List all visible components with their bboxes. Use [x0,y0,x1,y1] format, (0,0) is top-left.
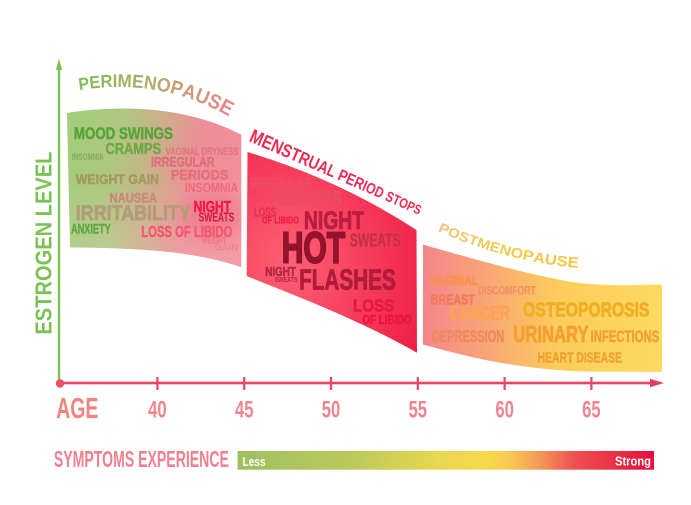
svg-text:S: S [556,253,569,270]
svg-text:E: E [88,72,101,93]
svg-text:O: O [155,74,173,97]
svg-text:VAGINAL: VAGINAL [430,273,479,288]
svg-text:N: N [142,72,158,95]
svg-text:S: S [457,228,472,246]
svg-text:LOSS: LOSS [254,204,276,219]
svg-text:OF LIBIDO: OF LIBIDO [262,215,299,226]
svg-text:INSOMNIA: INSOMNIA [72,152,104,162]
svg-text:P: P [521,247,535,265]
svg-text:DEPRESSION: DEPRESSION [432,328,505,346]
svg-text:E: E [567,255,580,272]
svg-text:HEART DISEASE: HEART DISEASE [538,350,622,367]
svg-text:P: P [77,73,91,94]
svg-text:INFECTIONS: INFECTIONS [591,328,660,346]
svg-text:I: I [112,71,117,91]
svg-text:CANCER: CANCER [449,303,510,324]
svg-text:50: 50 [322,397,341,424]
svg-text:LOSS OF LIBIDO: LOSS OF LIBIDO [141,224,232,241]
svg-text:AGE: AGE [56,393,98,425]
svg-text:ANXIETY: ANXIETY [71,222,111,237]
svg-text:O: O [509,244,525,262]
svg-text:SYMPTOMS EXPERIENCE: SYMPTOMS EXPERIENCE [54,446,229,472]
svg-text:40: 40 [148,397,167,424]
svg-text:MOOD SWINGS: MOOD SWINGS [74,124,173,143]
svg-text:OF LIBIDO: OF LIBIDO [363,312,412,327]
svg-text:LOSS: LOSS [353,296,394,316]
svg-text:NIGHT: NIGHT [194,199,232,216]
svg-text:SWEATS: SWEATS [350,230,401,251]
svg-text:SWEATS: SWEATS [199,211,235,225]
svg-text:A: A [532,250,547,268]
svg-text:HOT: HOT [282,223,345,272]
svg-text:R: R [100,71,113,92]
svg-text:PERIODS: PERIODS [270,188,342,211]
svg-text:NAUSEA: NAUSEA [110,191,158,206]
svg-text:OSTEOPOROSIS: OSTEOPOROSIS [523,299,649,321]
svg-text:IRREGULAR: IRREGULAR [151,154,215,169]
svg-text:N: N [498,241,513,259]
svg-text:P: P [168,76,185,100]
svg-text:NIGHT: NIGHT [304,207,364,235]
svg-text:Less: Less [243,454,266,469]
svg-text:Strong: Strong [615,454,651,469]
svg-text:GAIN: GAIN [215,243,239,254]
svg-text:DISCOMFORT: DISCOMFORT [478,284,536,298]
svg-text:55: 55 [409,397,428,424]
svg-text:U: U [544,252,558,270]
svg-text:45: 45 [235,397,254,424]
svg-text:FLASHES: FLASHES [299,264,396,296]
svg-text:SWEATS: SWEATS [275,275,298,284]
svg-text:60: 60 [495,397,514,424]
svg-text:NIGHT: NIGHT [265,264,296,279]
svg-text:CRAMPS: CRAMPS [106,141,162,158]
svg-text:VAGINAL DRYNESS: VAGINAL DRYNESS [166,146,239,158]
svg-text:M: M [117,70,132,91]
svg-text:M: M [475,235,492,253]
svg-text:I: I [360,178,370,195]
svg-text:WEIGHT: WEIGHT [202,236,227,246]
svg-text:65: 65 [582,397,601,424]
svg-text:E: E [488,238,503,256]
svg-text:A: A [180,80,200,105]
svg-text:O: O [446,224,463,242]
svg-text:WEIGHT GAIN: WEIGHT GAIN [76,172,159,187]
svg-text:URINARY: URINARY [513,321,588,347]
svg-text:INSOMNIA: INSOMNIA [185,181,238,195]
svg-text:ESTROGEN LEVEL: ESTROGEN LEVEL [31,152,57,335]
svg-text:E: E [131,70,144,92]
svg-text:BREAST: BREAST [431,293,475,309]
svg-text:IRREGULAR: IRREGULAR [250,174,312,193]
svg-text:PERIODS: PERIODS [171,167,228,182]
svg-text:IRRITABILITY: IRRITABILITY [76,202,191,225]
